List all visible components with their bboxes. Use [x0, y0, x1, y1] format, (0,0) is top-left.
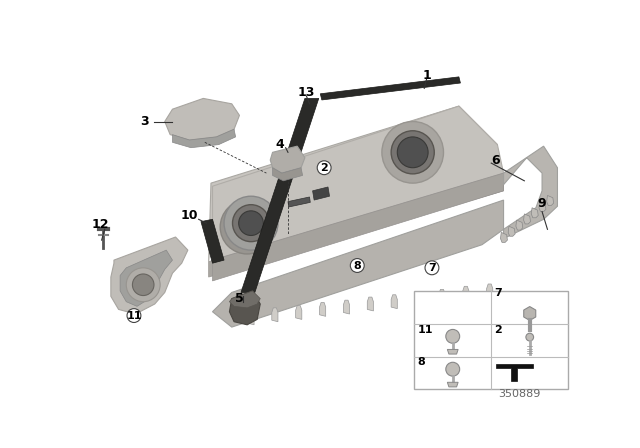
Polygon shape — [111, 237, 188, 314]
Polygon shape — [547, 195, 554, 206]
Polygon shape — [320, 77, 460, 100]
Polygon shape — [415, 292, 421, 306]
Polygon shape — [508, 226, 515, 236]
Circle shape — [391, 131, 435, 174]
Text: 7: 7 — [428, 263, 436, 273]
Polygon shape — [367, 297, 373, 311]
Polygon shape — [248, 311, 254, 325]
Circle shape — [425, 261, 439, 275]
Polygon shape — [391, 295, 397, 309]
Polygon shape — [344, 300, 349, 314]
Circle shape — [317, 161, 331, 175]
Text: 7: 7 — [494, 288, 502, 297]
Polygon shape — [319, 302, 326, 316]
Text: 12: 12 — [92, 218, 109, 231]
Polygon shape — [531, 208, 538, 218]
Text: 13: 13 — [298, 86, 315, 99]
Polygon shape — [447, 349, 458, 354]
Text: 8: 8 — [353, 260, 361, 271]
Polygon shape — [209, 177, 504, 277]
Polygon shape — [241, 99, 319, 293]
Polygon shape — [120, 250, 172, 306]
Bar — [414, 291, 568, 389]
Polygon shape — [209, 106, 497, 262]
Polygon shape — [439, 289, 445, 303]
Circle shape — [127, 309, 141, 323]
Text: 10: 10 — [180, 209, 198, 222]
Circle shape — [228, 208, 266, 246]
Text: 3: 3 — [140, 115, 149, 128]
Text: 350889: 350889 — [498, 389, 540, 399]
Polygon shape — [164, 99, 239, 140]
Circle shape — [446, 329, 460, 343]
Circle shape — [132, 274, 154, 296]
Circle shape — [234, 213, 261, 241]
Polygon shape — [212, 106, 504, 260]
Text: 2: 2 — [494, 324, 502, 335]
Polygon shape — [212, 173, 504, 281]
Text: 5: 5 — [235, 292, 244, 305]
Polygon shape — [270, 146, 305, 173]
Text: 8: 8 — [417, 358, 425, 367]
Circle shape — [397, 137, 428, 168]
Circle shape — [446, 362, 460, 376]
Polygon shape — [172, 129, 236, 148]
Text: 1: 1 — [422, 69, 431, 82]
Polygon shape — [296, 306, 302, 319]
Polygon shape — [486, 284, 493, 298]
Text: 9: 9 — [538, 198, 547, 211]
Circle shape — [382, 121, 444, 183]
Polygon shape — [230, 291, 260, 308]
Polygon shape — [212, 200, 504, 327]
Polygon shape — [504, 146, 557, 238]
Polygon shape — [273, 168, 303, 181]
Text: 2: 2 — [320, 163, 328, 173]
Circle shape — [350, 258, 364, 272]
Polygon shape — [230, 291, 260, 325]
Polygon shape — [539, 202, 546, 211]
Polygon shape — [288, 197, 310, 207]
Circle shape — [220, 200, 274, 254]
Circle shape — [224, 196, 278, 250]
Circle shape — [526, 333, 534, 341]
Polygon shape — [524, 214, 531, 224]
Text: 11: 11 — [417, 324, 433, 335]
Circle shape — [232, 205, 269, 241]
Polygon shape — [447, 382, 458, 387]
Polygon shape — [496, 364, 533, 381]
Polygon shape — [201, 220, 224, 263]
Polygon shape — [516, 220, 523, 230]
Text: 11: 11 — [126, 310, 141, 321]
Polygon shape — [463, 286, 469, 300]
Text: 6: 6 — [492, 154, 500, 167]
Polygon shape — [312, 187, 330, 200]
Polygon shape — [272, 308, 278, 322]
Circle shape — [126, 268, 160, 302]
Circle shape — [239, 211, 263, 236]
Text: 4: 4 — [276, 138, 285, 151]
Polygon shape — [524, 306, 536, 320]
Polygon shape — [500, 233, 508, 242]
